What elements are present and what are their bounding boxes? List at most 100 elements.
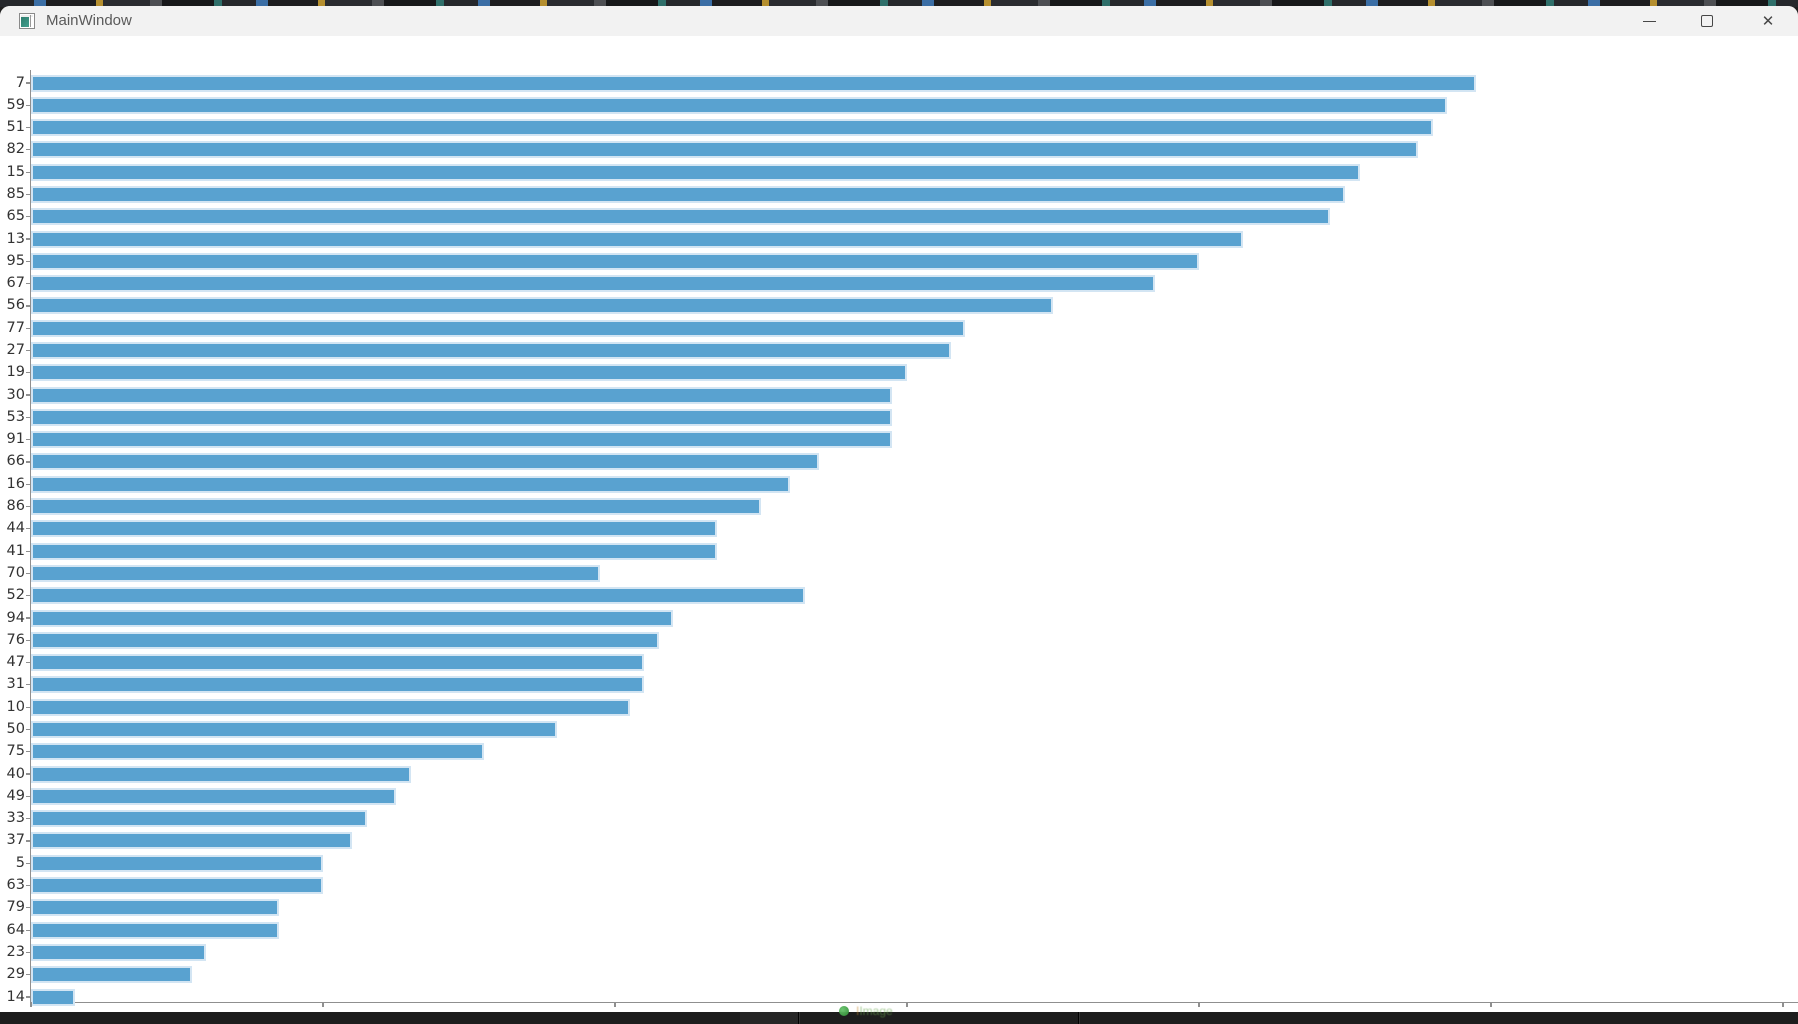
y-tick-mark: [26, 461, 31, 463]
y-tick-label: 67: [6, 275, 25, 292]
minimize-button[interactable]: [1620, 6, 1678, 36]
bar: [31, 185, 1345, 203]
bar: [31, 787, 396, 805]
minimize-icon: [1642, 20, 1656, 22]
bar: [31, 163, 1360, 181]
bar: [31, 252, 1199, 270]
bar: [31, 408, 893, 426]
y-tick-label: 65: [6, 208, 25, 225]
y-tick-label: 40: [6, 765, 25, 782]
taskbar[interactable]: [0, 1012, 1798, 1024]
y-tick-mark: [26, 416, 31, 418]
y-tick-mark: [26, 951, 31, 953]
y-tick-mark: [26, 238, 31, 240]
bar: [31, 230, 1243, 248]
y-tick-label: 56: [6, 297, 25, 314]
y-tick-mark: [26, 104, 31, 106]
y-tick-label: 82: [6, 141, 25, 158]
y-tick-mark: [26, 728, 31, 731]
y-tick-label: 49: [6, 787, 25, 804]
y-tick-label: 52: [6, 587, 25, 604]
titlebar[interactable]: MainWindow ✕: [0, 6, 1798, 36]
y-tick-label: 94: [6, 609, 25, 626]
maximize-icon: [1701, 15, 1713, 27]
y-tick-label: 79: [6, 899, 25, 916]
y-tick-mark: [26, 483, 31, 485]
y-tick-label: 27: [6, 342, 25, 358]
bar: [31, 743, 484, 761]
y-tick-mark: [26, 528, 31, 530]
bar: [31, 475, 791, 493]
bar: [31, 431, 893, 449]
taskbar-divider: [798, 1012, 799, 1024]
y-tick-label: 41: [6, 542, 25, 559]
window-title: MainWindow: [46, 12, 132, 29]
y-tick-label: 5: [15, 854, 25, 871]
y-tick-mark: [26, 929, 31, 931]
y-tick-label: 31: [6, 676, 25, 693]
taskbar-divider: [1078, 1012, 1079, 1024]
bar: [31, 988, 75, 1006]
y-tick-mark: [26, 149, 31, 151]
y-tick-mark: [26, 751, 31, 753]
desktop-top-strip: [0, 0, 1798, 7]
y-tick-mark: [26, 327, 31, 329]
bar: [31, 297, 1053, 315]
y-tick-label: 30: [6, 386, 25, 403]
y-tick-mark: [26, 840, 31, 842]
bar: [31, 877, 323, 895]
maximize-button[interactable]: [1678, 6, 1736, 36]
x-tick-mark: [906, 1002, 908, 1007]
y-tick-label: 51: [6, 119, 25, 136]
bar: [31, 453, 820, 471]
y-tick-label: 16: [6, 475, 25, 492]
y-tick-label: 33: [6, 810, 25, 827]
y-tick-label: 14: [6, 988, 25, 1005]
bar: [31, 854, 323, 872]
bar: [31, 342, 951, 359]
x-tick-mark: [30, 1002, 32, 1007]
x-tick-mark: [1198, 1002, 1200, 1007]
x-tick-mark: [1782, 1002, 1784, 1007]
y-tick-label: 10: [6, 698, 25, 715]
bar: [31, 564, 601, 582]
y-tick-mark: [26, 394, 31, 396]
taskbar-segment: [740, 1012, 798, 1024]
y-tick-label: 13: [6, 230, 25, 247]
y-tick-mark: [26, 372, 31, 374]
y-tick-mark: [26, 260, 31, 262]
bar: [31, 208, 1331, 226]
bar: [31, 386, 893, 404]
bar: [31, 810, 367, 828]
x-axis-spine: [30, 1002, 1798, 1004]
y-tick-mark: [26, 572, 31, 575]
y-tick-mark: [26, 639, 31, 641]
bar: [31, 364, 907, 382]
y-tick-mark: [26, 974, 31, 976]
y-tick-label: 53: [6, 408, 25, 425]
y-tick-label: 85: [6, 185, 25, 202]
qt-app-icon-split: [30, 15, 31, 27]
x-tick-mark: [614, 1002, 616, 1007]
y-tick-mark: [26, 82, 31, 84]
y-tick-mark: [26, 126, 31, 129]
y-tick-mark: [26, 349, 31, 352]
bar: [31, 698, 630, 716]
bar: [31, 319, 966, 337]
taskbar-toast-label: IImage: [856, 1004, 893, 1018]
y-tick-mark: [26, 283, 31, 285]
y-tick-label: 29: [6, 966, 25, 983]
qt-app-icon-pane: [21, 17, 29, 27]
x-tick-mark: [1490, 1002, 1492, 1007]
bar: [31, 587, 805, 605]
bar: [31, 832, 353, 850]
y-tick-label: 37: [6, 832, 25, 849]
green-status-icon[interactable]: [839, 1006, 849, 1016]
y-tick-label: 76: [6, 631, 25, 648]
close-button[interactable]: ✕: [1738, 6, 1798, 36]
bar: [31, 943, 207, 961]
y-tick-label: 64: [6, 921, 25, 938]
close-icon: ✕: [1761, 12, 1775, 30]
y-tick-label: 23: [6, 943, 25, 960]
